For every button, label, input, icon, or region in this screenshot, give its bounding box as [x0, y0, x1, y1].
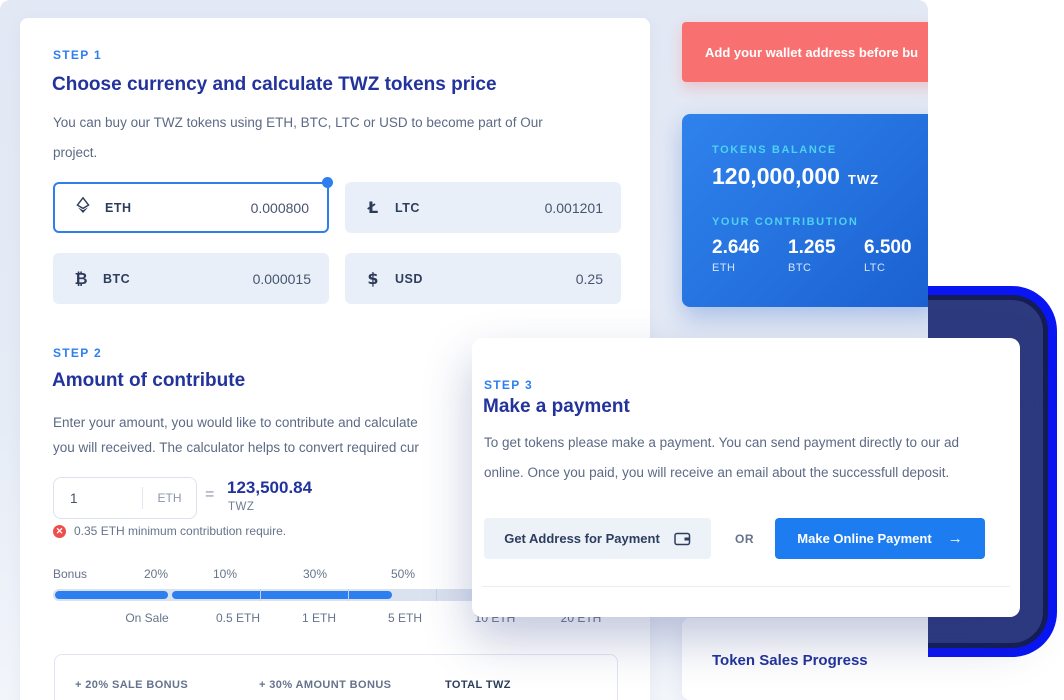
bonus-tick: [436, 589, 437, 601]
sale-bonus-label: + 20% SALE BONUS: [75, 679, 189, 691]
make-online-payment-label: Make Online Payment: [797, 531, 932, 546]
payment-card: STEP 3 Make a payment To get tokens plea…: [472, 338, 1020, 617]
step1-title: Choose currency and calculate TWZ tokens…: [52, 74, 497, 95]
make-online-payment-button[interactable]: Make Online Payment →: [775, 518, 985, 559]
currency-tile-usd[interactable]: $ USD 0.25: [345, 253, 621, 304]
contribution-value: 6.500: [864, 237, 912, 258]
wallet-icon: [674, 532, 691, 546]
bonus-scale-label: On Sale: [125, 611, 169, 625]
amount-input[interactable]: [54, 490, 142, 506]
get-address-button-label: Get Address for Payment: [504, 531, 660, 546]
equals-sign: =: [205, 486, 215, 503]
btc-icon: ₿: [74, 268, 88, 288]
currency-tile-eth[interactable]: ETH 0.000800: [53, 177, 333, 233]
bonus-percent-label: 10%: [212, 567, 238, 581]
bonus-percent-label: 30%: [302, 567, 328, 581]
bonus-tick: [348, 589, 349, 601]
currency-tile-ltc[interactable]: Ł LTC 0.001201: [345, 182, 621, 233]
wallet-address-alert[interactable]: Add your wallet address before bu: [682, 22, 928, 82]
bonus-scale-label: 0.5 ETH: [215, 611, 261, 625]
currency-code: USD: [395, 271, 423, 286]
currency-tile-btc[interactable]: ₿ BTC 0.000015: [53, 253, 329, 304]
contribution-value: 1.265: [788, 237, 836, 258]
step3-description: To get tokens please make a payment. You…: [484, 428, 959, 488]
usd-icon: $: [367, 269, 379, 288]
validation-error: ✕ 0.35 ETH minimum contribution require.: [53, 524, 286, 538]
get-address-button[interactable]: Get Address for Payment: [484, 518, 711, 559]
bonus-axis-label: Bonus: [53, 567, 88, 581]
card-divider: [482, 586, 1010, 587]
step2-title: Amount of contribute: [52, 370, 246, 391]
contribution-eth: 2.646 ETH: [712, 237, 788, 274]
currency-code: LTC: [395, 200, 420, 215]
selected-dot: [322, 177, 333, 188]
step2-label: STEP 2: [53, 346, 102, 360]
contribution-currency: ETH: [712, 262, 736, 274]
ltc-icon: Ł: [367, 198, 379, 217]
currency-code: BTC: [103, 271, 131, 286]
contribution-btc: 1.265 BTC: [788, 237, 864, 274]
step3-description-line2: online. Once you paid, you will receive …: [484, 465, 950, 480]
input-divider: [142, 487, 143, 509]
step1-label: STEP 1: [53, 48, 102, 62]
bonus-percent-label: 20%: [143, 567, 169, 581]
step1-description: You can buy our TWZ tokens using ETH, BT…: [53, 108, 543, 168]
bonus-scale-label: 1 ETH: [301, 611, 337, 625]
contribution-label: YOUR CONTRIBUTION: [712, 216, 859, 228]
eth-icon: [73, 196, 93, 218]
amount-input-group: ETH: [53, 477, 197, 519]
token-sales-progress-card: Token Sales Progress: [682, 618, 928, 700]
error-icon: ✕: [53, 524, 66, 538]
tokens-balance-label: TOKENS BALANCE: [712, 144, 837, 156]
step1-description-line1: You can buy our TWZ tokens using ETH, BT…: [53, 115, 543, 130]
step2-description: Enter your amount, you would like to con…: [53, 410, 419, 460]
currency-rate: 0.001201: [544, 199, 603, 216]
currency-code: ETH: [105, 200, 132, 215]
step3-title: Make a payment: [483, 396, 630, 417]
bonus-progress-fill: [172, 591, 392, 599]
error-message: 0.35 ETH minimum contribution require.: [74, 524, 287, 538]
contribution-value: 2.646: [712, 237, 760, 258]
contribution-currency: BTC: [788, 262, 812, 274]
bonus-scale-label: 5 ETH: [387, 611, 423, 625]
step1-description-line2: project.: [53, 145, 98, 160]
contribution-currency: LTC: [864, 262, 886, 274]
token-sales-progress-title: Token Sales Progress: [712, 652, 868, 669]
amount-bonus-label: + 30% AMOUNT BONUS: [259, 679, 392, 691]
tokens-balance-value: 120,000,000: [712, 163, 840, 189]
or-label: OR: [735, 531, 754, 546]
amount-unit: ETH: [157, 491, 182, 505]
totals-summary-box: + 20% SALE BONUS + 30% AMOUNT BONUS TOTA…: [54, 654, 618, 700]
bonus-tick: [260, 589, 261, 601]
step2-description-line2: you will received. The calculator helps …: [53, 440, 419, 455]
result-value: 123,500.84: [227, 478, 313, 497]
currency-rate: 0.000015: [252, 270, 311, 287]
step3-label: STEP 3: [484, 378, 533, 392]
step2-description-line1: Enter your amount, you would like to con…: [53, 415, 418, 430]
total-twz-label: TOTAL TWZ: [445, 679, 511, 691]
step3-description-line1: To get tokens please make a payment. You…: [484, 435, 960, 450]
bonus-percent-label: 50%: [390, 567, 416, 581]
bonus-progress-fill: [55, 591, 168, 599]
currency-rate: 0.000800: [250, 199, 309, 216]
tokens-balance-unit: TWZ: [847, 172, 880, 187]
result-unit: TWZ: [228, 501, 255, 513]
tokens-balance-card: TOKENS BALANCE 120,000,000 TWZ YOUR CONT…: [682, 114, 928, 307]
alert-message: Add your wallet address before bu: [705, 44, 919, 60]
currency-rate: 0.25: [575, 270, 603, 287]
arrow-right-icon: →: [947, 530, 963, 547]
contribution-ltc: 6.500 LTC: [864, 237, 928, 274]
